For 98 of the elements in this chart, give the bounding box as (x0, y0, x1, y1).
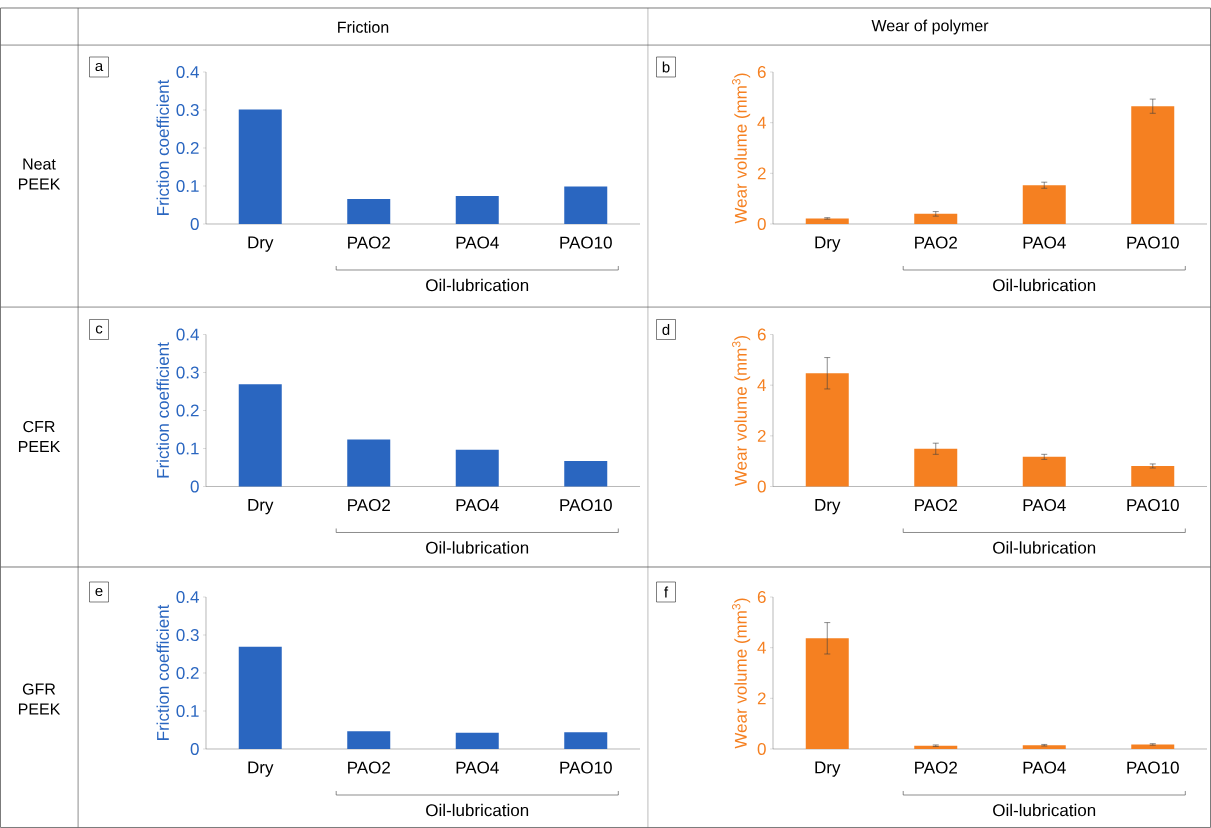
x-tick-label: PAO2 (348, 761, 390, 774)
y-tick-label: 0.3 (176, 103, 199, 117)
x-tick-label: PAO10 (560, 761, 612, 774)
bar (914, 213, 958, 224)
x-tick-label: Dry (248, 499, 274, 515)
x-tick-label: PAO2 (915, 761, 957, 774)
y-tick-label: 0.1 (176, 704, 199, 718)
y-tick-label: 2 (757, 167, 766, 180)
y-tick-label: 0 (190, 480, 199, 493)
y-tick-label: 2 (757, 429, 766, 442)
x-tick-label: PAO10 (1127, 499, 1179, 512)
bar (1022, 745, 1066, 749)
y-tick-label: 6 (757, 65, 766, 79)
chart-title: b (662, 61, 670, 73)
chart-title: f (664, 586, 669, 598)
bar (1131, 465, 1175, 487)
x-tick-label: PAO4 (456, 761, 499, 774)
bar (564, 461, 608, 487)
bar (564, 732, 608, 749)
y-tick-label: 0.4 (176, 590, 199, 604)
text: Friction (338, 21, 389, 33)
bar (238, 646, 282, 749)
y-axis-title: Wear volume (mm$^{3}$) (732, 335, 751, 487)
x-tick-label: Dry (815, 499, 841, 515)
y-tick-label: 0 (190, 217, 199, 231)
bar (1022, 456, 1066, 487)
bar (564, 186, 608, 224)
chart-title: c (95, 325, 103, 334)
text: Oil-lubrication (426, 278, 529, 292)
text: CFR PEEK (18, 420, 61, 453)
x-tick-label: PAO2 (915, 499, 957, 512)
y-tick-label: 6 (757, 590, 766, 604)
y-tick-label: 0.4 (176, 328, 199, 341)
x-tick-label: PAO4 (1023, 499, 1066, 512)
x-tick-label: PAO10 (560, 236, 612, 249)
x-tick-label: PAO4 (456, 499, 499, 512)
bar (238, 109, 282, 224)
y-tick-label: 0.4 (176, 65, 199, 79)
y-axis-title: Wear volume (mm$^{3}$) (732, 598, 751, 749)
y-tick-label: 2 (757, 692, 766, 705)
bar (347, 198, 391, 224)
bar (1131, 106, 1175, 224)
y-tick-label: 0.2 (176, 404, 199, 417)
y-tick-label: 4 (757, 379, 766, 392)
x-tick-label: PAO2 (348, 236, 390, 249)
x-tick-label: PAO4 (456, 236, 499, 249)
y-tick-label: 4 (757, 116, 766, 129)
text: GFR PEEK (18, 683, 61, 715)
y-tick-label: 0 (190, 742, 199, 756)
x-tick-label: Dry (815, 236, 841, 252)
bar (805, 218, 849, 224)
y-tick-label: 6 (757, 328, 766, 341)
y-axis-title: Friction coefficient (156, 79, 169, 215)
x-tick-label: Dry (248, 761, 274, 777)
text: Oil-lubrication (426, 803, 529, 817)
bar (347, 731, 391, 749)
bar (1022, 185, 1066, 224)
x-tick-label: Dry (815, 761, 841, 777)
x-tick-label: PAO10 (560, 499, 612, 512)
text: Oil-lubrication (426, 541, 529, 554)
x-tick-label: PAO4 (1023, 236, 1066, 249)
text: Oil-lubrication (993, 803, 1096, 817)
bar (455, 195, 499, 224)
bar (1131, 744, 1175, 749)
bar (455, 732, 499, 749)
x-tick-label: PAO10 (1127, 761, 1179, 774)
y-tick-label: 0.1 (176, 442, 199, 455)
y-tick-label: 0 (757, 480, 766, 493)
text: Neat PEEK (18, 158, 61, 190)
bar (238, 384, 282, 487)
text: Oil-lubrication (993, 278, 1096, 292)
y-tick-label: 0.1 (176, 179, 199, 193)
y-tick-label: 0 (757, 217, 766, 231)
y-tick-label: 0 (757, 742, 766, 756)
x-tick-label: Dry (248, 236, 274, 252)
y-tick-label: 0.2 (176, 666, 199, 680)
text: Wear of polymer (871, 19, 989, 35)
y-axis-title: Friction coefficient (156, 342, 169, 478)
y-tick-label: 0.3 (176, 628, 199, 642)
bar (805, 638, 849, 749)
text: Oil-lubrication (993, 541, 1096, 554)
bar (455, 449, 499, 487)
x-tick-label: PAO10 (1127, 236, 1179, 249)
chart-title: d (662, 323, 670, 335)
y-axis-title: Friction coefficient (156, 604, 169, 740)
bar (914, 448, 958, 487)
bar (347, 439, 391, 487)
chart-title: a (95, 62, 104, 72)
y-axis-title: Wear volume (mm$^{3}$) (732, 73, 751, 224)
y-tick-label: 0.2 (176, 141, 199, 155)
y-tick-label: 0.3 (176, 366, 199, 379)
bar (805, 373, 849, 487)
x-tick-label: PAO2 (348, 499, 390, 512)
x-tick-label: PAO2 (915, 236, 957, 249)
y-tick-label: 4 (757, 641, 766, 654)
x-tick-label: PAO4 (1023, 761, 1066, 774)
chart-title: e (95, 587, 103, 597)
bar (914, 745, 958, 749)
